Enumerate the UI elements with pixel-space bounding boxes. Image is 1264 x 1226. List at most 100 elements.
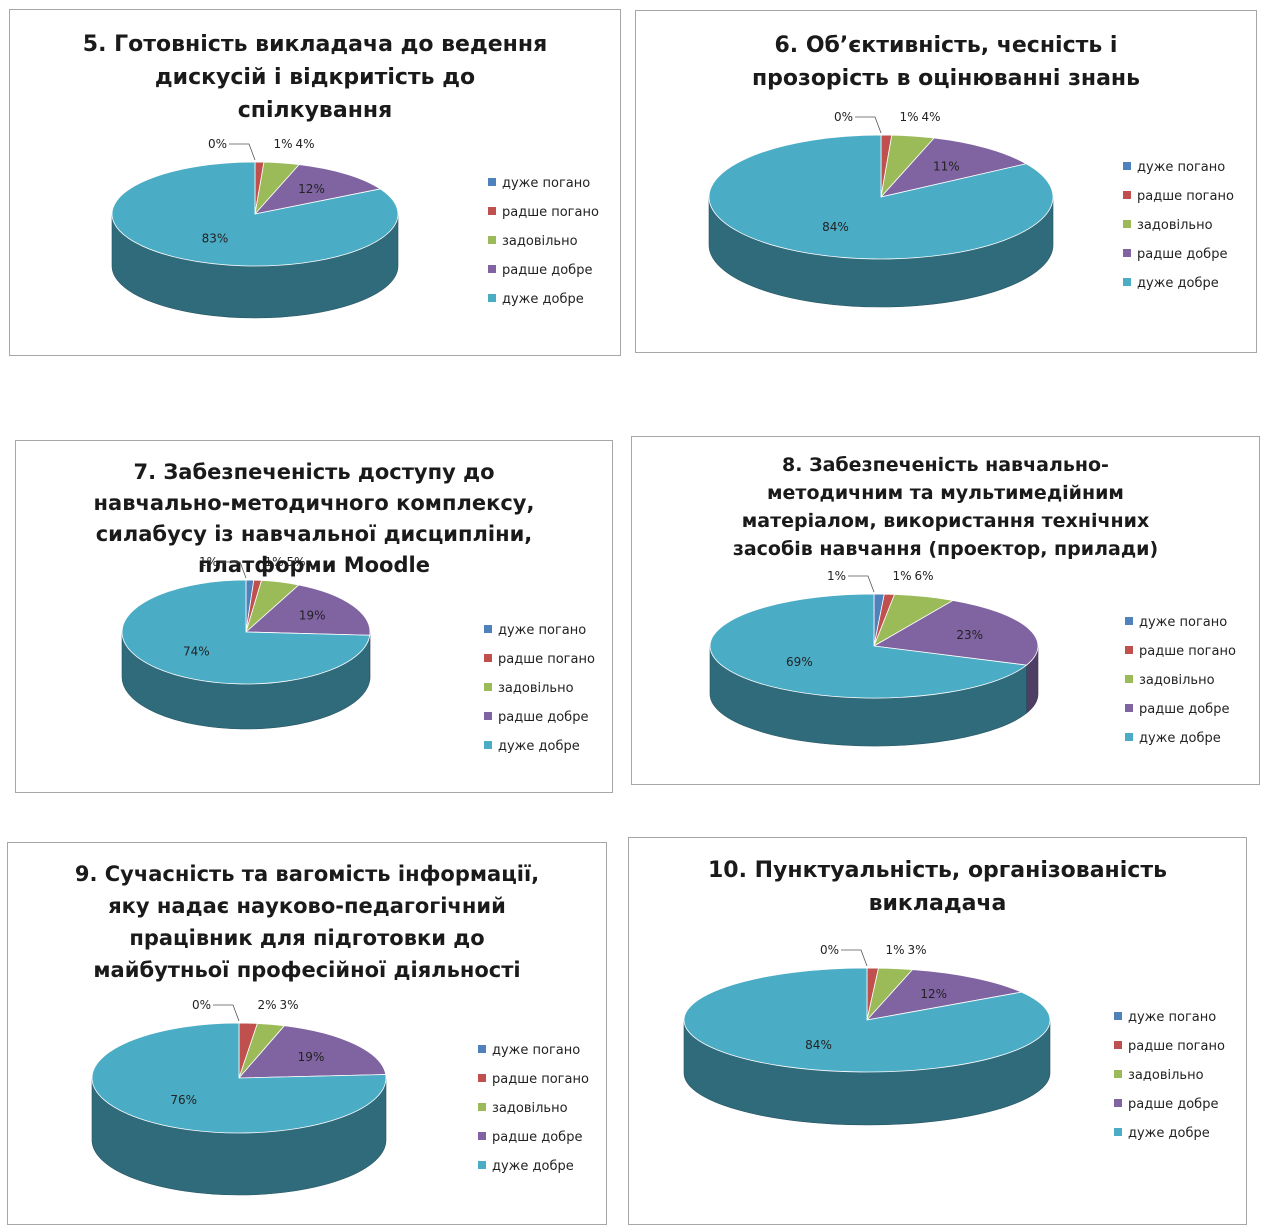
legend-swatch (1114, 1070, 1122, 1078)
legend-label: радше добре (1128, 1097, 1218, 1112)
pie-slice-label: 6% (914, 569, 933, 583)
pie-slice-label: 1% (264, 555, 283, 569)
chart-panel-10: 10. Пунктуальність, організованість викл… (628, 837, 1247, 1225)
legend-label: радше добре (492, 1130, 582, 1145)
pie-slice-label: 1% (273, 137, 292, 151)
legend-label: радше погано (1137, 189, 1234, 204)
legend-label: задовільно (498, 681, 574, 696)
legend-swatch (478, 1132, 486, 1140)
legend-item: дуже добре (1114, 1126, 1210, 1142)
legend-label: задовільно (1128, 1068, 1204, 1083)
legend-swatch (484, 683, 492, 691)
legend-item: дуже погано (484, 623, 586, 639)
pie-slice-label: 0% (208, 137, 227, 151)
legend-swatch (478, 1103, 486, 1111)
pie-slice-label: 3% (907, 943, 926, 957)
legend-swatch (488, 294, 496, 302)
leader-line (855, 117, 881, 133)
legend-item: радше добре (488, 263, 592, 279)
legend-swatch (1123, 191, 1131, 199)
legend-item: задовільно (484, 681, 574, 697)
legend-label: радше погано (1139, 644, 1236, 659)
pie-slice-label: 1% (892, 569, 911, 583)
chart-panel-9: 9. Сучасність та вагомість інформації, я… (7, 842, 607, 1225)
pie-slice-label: 76% (170, 1093, 197, 1107)
legend-label: радше погано (1128, 1039, 1225, 1054)
legend-item: задовільно (1125, 673, 1215, 689)
legend-swatch (1125, 617, 1133, 625)
leader-line (229, 144, 255, 160)
leader-line (220, 562, 246, 578)
legend-swatch (484, 625, 492, 633)
leader-line (848, 576, 874, 592)
legend-item: дуже добре (484, 739, 580, 755)
pie-slice-label: 1% (899, 110, 918, 124)
legend-item: задовільно (1123, 218, 1213, 234)
pie-slice-label: 0% (820, 943, 839, 957)
chart-panel-6: 6. Об’єктивність, чесність і прозорість … (635, 10, 1257, 353)
legend-swatch (484, 712, 492, 720)
legend-item: дуже погано (488, 176, 590, 192)
pie-slice-label: 84% (805, 1038, 832, 1052)
legend-label: дуже погано (502, 176, 590, 191)
chart-panel-7: 7. Забезпеченість доступу до навчально-м… (15, 440, 613, 793)
legend-item: радше добре (1125, 702, 1229, 718)
pie-slice-label: 3% (279, 998, 298, 1012)
legend-label: радше погано (502, 205, 599, 220)
legend-label: задовільно (1139, 673, 1215, 688)
legend-label: дуже погано (492, 1043, 580, 1058)
legend-swatch (1125, 646, 1133, 654)
legend-label: радше добре (1139, 702, 1229, 717)
legend-swatch (478, 1045, 486, 1053)
legend-item: радше добре (1123, 247, 1227, 263)
legend-item: задовільно (478, 1101, 568, 1117)
legend-swatch (1114, 1012, 1122, 1020)
legend-swatch (488, 207, 496, 215)
legend-item: радше погано (1114, 1039, 1225, 1055)
pie-slice-label: 69% (786, 655, 813, 669)
legend-swatch (484, 741, 492, 749)
legend-item: радше погано (488, 205, 599, 221)
legend-label: дуже добре (1128, 1126, 1210, 1141)
legend-label: дуже погано (1128, 1010, 1216, 1025)
legend-item: радше погано (484, 652, 595, 668)
legend-label: радше погано (498, 652, 595, 667)
pie-chart: 0%1%4%11%84% (636, 11, 1258, 354)
chart-panel-5: 5. Готовність викладача до ведення диску… (9, 9, 621, 356)
legend-label: задовільно (492, 1101, 568, 1116)
legend-item: радше добре (1114, 1097, 1218, 1113)
legend-swatch (1123, 249, 1131, 257)
legend-swatch (1114, 1128, 1122, 1136)
pie-slice-label: 4% (295, 137, 314, 151)
legend-label: задовільно (502, 234, 578, 249)
pie-slice-label: 83% (202, 232, 229, 246)
pie-slice-label: 5% (286, 555, 305, 569)
pie-slice-label: 19% (298, 1050, 325, 1064)
legend-label: дуже добре (492, 1159, 574, 1174)
legend-item: дуже добре (488, 292, 584, 308)
legend-item: радше добре (484, 710, 588, 726)
pie-slice-label: 1% (827, 569, 846, 583)
legend-swatch (488, 265, 496, 273)
pie-slice-label: 0% (834, 110, 853, 124)
legend-item: дуже добре (1125, 731, 1221, 747)
pie-slice-label: 4% (921, 110, 940, 124)
legend-swatch (484, 654, 492, 662)
legend-swatch (488, 178, 496, 186)
pie-slice-label: 84% (822, 220, 849, 234)
pie-slice-label: 0% (192, 998, 211, 1012)
legend-label: радше добре (1137, 247, 1227, 262)
legend-label: радше добре (502, 263, 592, 278)
leader-line (213, 1005, 239, 1021)
legend-swatch (488, 236, 496, 244)
legend-label: дуже добре (498, 739, 580, 754)
legend-item: радше погано (1123, 189, 1234, 205)
legend-item: дуже добре (1123, 276, 1219, 292)
legend-label: дуже добре (1137, 276, 1219, 291)
chart-panel-8: 8. Забезпеченість навчально- методичним … (631, 436, 1260, 785)
legend-swatch (1125, 704, 1133, 712)
pie-slice-label: 12% (920, 987, 947, 1001)
legend-item: радше погано (478, 1072, 589, 1088)
legend-item: задовільно (1114, 1068, 1204, 1084)
legend-swatch (1114, 1099, 1122, 1107)
